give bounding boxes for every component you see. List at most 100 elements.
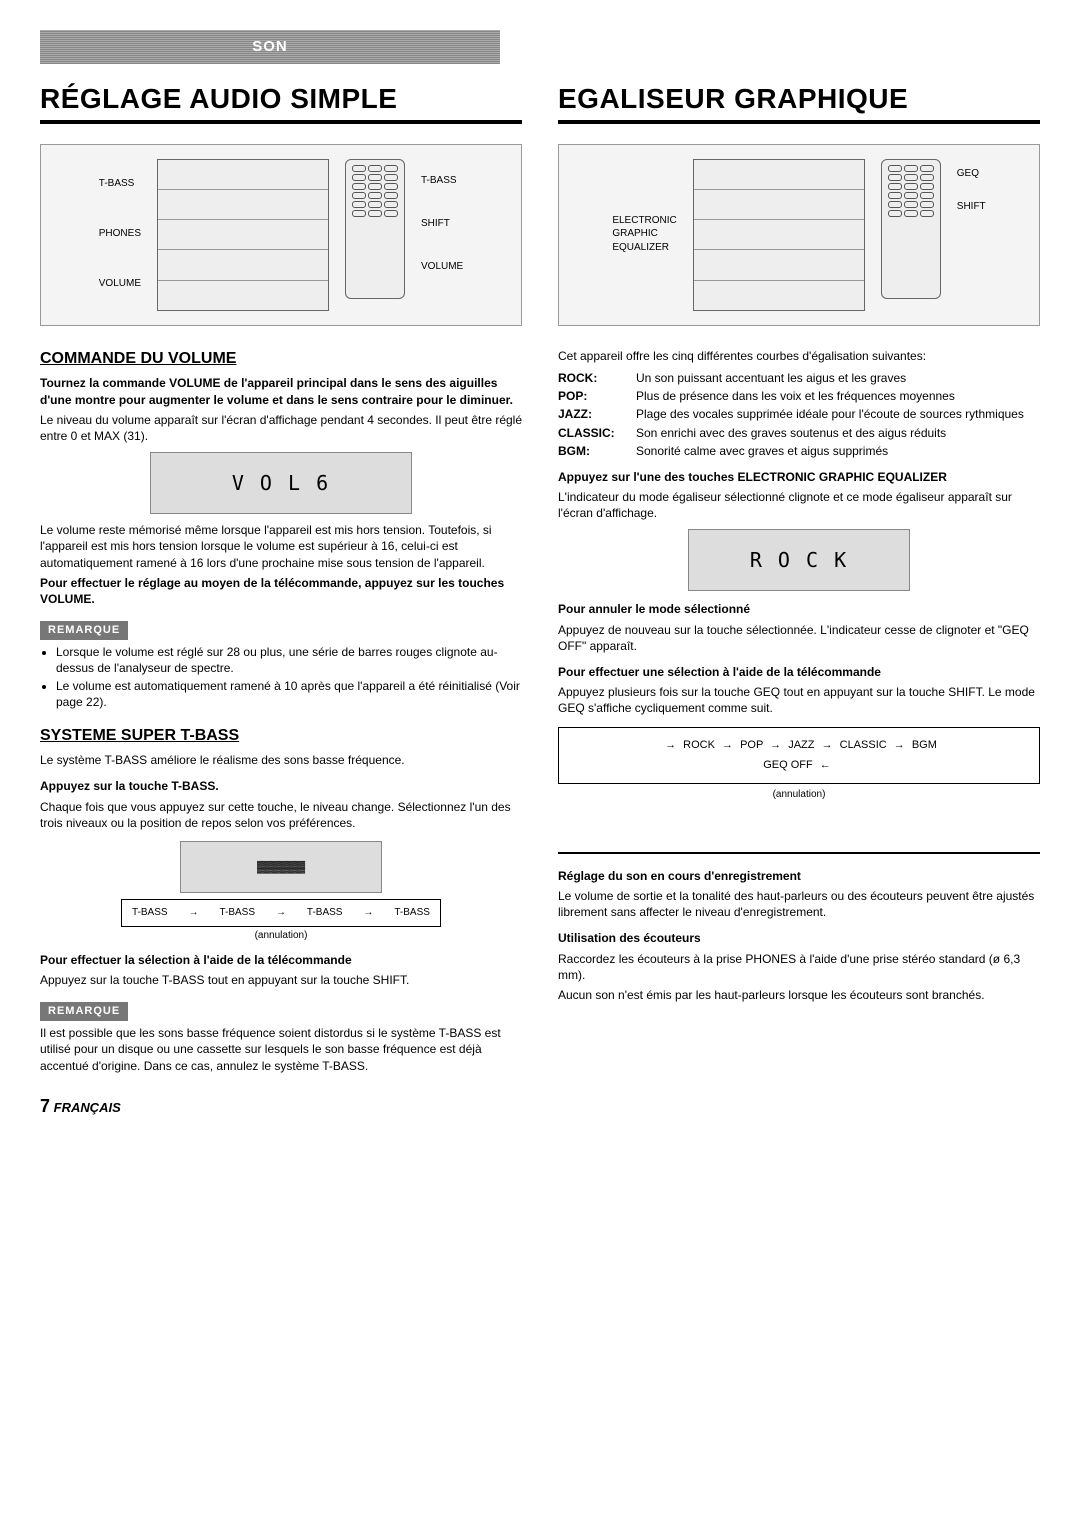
stereo-illustration [157, 159, 329, 311]
page-footer: 7 FRANÇAIS [40, 1094, 522, 1118]
vol-p2: Le niveau du volume apparaît sur l'écran… [40, 412, 522, 444]
eq-label-bgm: BGM: [558, 443, 636, 459]
cycle-item: T-BASS [394, 906, 430, 920]
eq-p3: Appuyez plusieurs fois sur la touche GEQ… [558, 684, 1040, 716]
arrow-icon: → [189, 906, 199, 920]
figure-device-right: ELECTRONICGRAPHICEQUALIZER GEQ SHIFT [558, 144, 1040, 326]
cycle-off-row: GEQ OFF ← [575, 758, 1023, 773]
label-tbass: T-BASS [99, 177, 141, 191]
eq-desc-rock: Un son puissant accentuant les aigus et … [636, 370, 1040, 386]
arrow-icon: → [822, 739, 833, 751]
bottom-p2: Raccordez les écouteurs à la prise PHONE… [558, 951, 1040, 983]
remote-illustration [345, 159, 405, 299]
label-volume-remote: VOLUME [421, 260, 463, 274]
eq-h3c: Pour effectuer une sélection à l'aide de… [558, 664, 1040, 680]
tbass-screen: ▓▓▓▓▓▓ [180, 841, 382, 893]
right-title: EGALISEUR GRAPHIQUE [558, 80, 1040, 118]
vol-p3: Le volume reste mémorisé même lorsque l'… [40, 522, 522, 571]
fig-left-labels: T-BASS PHONES VOLUME [99, 159, 141, 309]
tbass-h3a: Appuyez sur la touche T-BASS. [40, 778, 522, 794]
arrow-icon: → [665, 739, 676, 751]
divider [40, 120, 522, 124]
cycle-item: ROCK [683, 739, 715, 751]
fig-right-labels: T-BASS SHIFT VOLUME [421, 159, 463, 289]
cycle-item: BGM [912, 739, 937, 751]
remarque-badge-2: REMARQUE [40, 1002, 128, 1021]
stereo-illustration [693, 159, 865, 311]
fig-right-labels-eq: GEQ SHIFT [957, 159, 986, 297]
cycle-row: → ROCK → POP → JAZZ → CLASSIC → BGM [575, 738, 1023, 753]
section-divider [558, 852, 1040, 854]
eq-desc-jazz: Plage des vocales supprimée idéale pour … [636, 406, 1040, 422]
eq-desc-classic: Son enrichi avec des graves soutenus et … [636, 425, 1040, 441]
bottom-p3: Aucun son n'est émis par les haut-parleu… [558, 987, 1040, 1003]
right-column: EGALISEUR GRAPHIQUE ELECTRONICGRAPHICEQU… [558, 74, 1040, 1118]
tbass-p2: Chaque fois que vous appuyez sur cette t… [40, 799, 522, 831]
left-title: RÉGLAGE AUDIO SIMPLE [40, 80, 522, 118]
eq-label-rock: ROCK: [558, 370, 636, 386]
cycle-item: CLASSIC [840, 739, 887, 751]
bottom-h3a: Réglage du son en cours d'enregistrement [558, 868, 1040, 884]
label-shift-remote: SHIFT [421, 217, 463, 231]
lcd-rock: R O C K [688, 529, 910, 591]
remarque-list-1: Lorsque le volume est réglé sur 28 ou pl… [40, 644, 522, 711]
arrow-icon: → [894, 739, 905, 751]
eq-desc-pop: Plus de présence dans les voix et les fr… [636, 388, 1040, 404]
label-geq: GEQ [957, 167, 986, 181]
tbass-cycle-box: T-BASS → T-BASS → T-BASS → T-BASS [121, 899, 441, 927]
eq-p1: L'indicateur du mode égaliseur sélection… [558, 489, 1040, 521]
page-lang: FRANÇAIS [54, 1100, 121, 1115]
eq-h3b: Pour annuler le mode sélectionné [558, 601, 1040, 617]
cycle-item: T-BASS [132, 906, 168, 920]
page-number: 7 [40, 1096, 50, 1116]
arrow-icon: → [770, 739, 781, 751]
heading-tbass: SYSTEME SUPER T-BASS [40, 725, 522, 747]
heading-commande-volume: COMMANDE DU VOLUME [40, 348, 522, 370]
list-item: Lorsque le volume est réglé sur 28 ou pl… [56, 644, 522, 676]
divider [558, 120, 1040, 124]
label-electronic-graphic-equalizer: ELECTRONICGRAPHICEQUALIZER [612, 214, 676, 255]
remote-illustration [881, 159, 941, 299]
remarque-badge-1: REMARQUE [40, 621, 128, 640]
cycle-item: JAZZ [788, 739, 814, 751]
label-tbass-remote: T-BASS [421, 174, 463, 188]
annulation-label: (annulation) [121, 929, 441, 943]
eq-label-classic: CLASSIC: [558, 425, 636, 441]
list-item: Le volume est automatiquement ramené à 1… [56, 678, 522, 710]
lcd-volume: V O L 6 [150, 452, 412, 514]
eq-intro: Cet appareil offre les cinq différentes … [558, 348, 1040, 364]
eq-mode-list: ROCK:Un son puissant accentuant les aigu… [558, 370, 1040, 459]
figure-device-left: T-BASS PHONES VOLUME T-BASS S [40, 144, 522, 326]
vol-p4: Pour effectuer le réglage au moyen de la… [40, 575, 522, 607]
eq-h3a: Appuyez sur l'une des touches ELECTRONIC… [558, 469, 1040, 485]
fig-left-labels-eq: ELECTRONICGRAPHICEQUALIZER [612, 159, 676, 309]
eq-p2: Appuyez de nouveau sur la touche sélecti… [558, 622, 1040, 654]
tbass-h3b: Pour effectuer la sélection à l'aide de … [40, 952, 522, 968]
bottom-p1: Le volume de sortie et la tonalité des h… [558, 888, 1040, 920]
banner-text: SON [252, 37, 288, 57]
arrow-icon: → [722, 739, 733, 751]
bottom-h3b: Utilisation des écouteurs [558, 930, 1040, 946]
arrow-icon: ← [820, 759, 831, 771]
geq-off-label: GEQ OFF [763, 759, 813, 771]
label-volume: VOLUME [99, 277, 141, 291]
cycle-item: T-BASS [307, 906, 343, 920]
arrow-icon: → [363, 906, 373, 920]
figure-tbass-cycle: ▓▓▓▓▓▓ T-BASS → T-BASS → T-BASS → T-BASS… [121, 841, 441, 942]
cycle-item: POP [740, 739, 763, 751]
tbass-p4: Il est possible que les sons basse fréqu… [40, 1025, 522, 1074]
arrow-icon: → [276, 906, 286, 920]
cycle-item: T-BASS [219, 906, 255, 920]
tbass-p3: Appuyez sur la touche T-BASS tout en app… [40, 972, 522, 988]
label-shift: SHIFT [957, 200, 986, 214]
two-column-layout: RÉGLAGE AUDIO SIMPLE T-BASS PHONES VOLUM… [40, 74, 1040, 1118]
section-banner: SON [40, 30, 500, 64]
geq-cycle-box: → ROCK → POP → JAZZ → CLASSIC → BGM GEQ … [558, 727, 1040, 785]
eq-label-pop: POP: [558, 388, 636, 404]
annulation-label: (annulation) [558, 788, 1040, 802]
label-phones: PHONES [99, 227, 141, 241]
vol-p1: Tournez la commande VOLUME de l'appareil… [40, 375, 522, 407]
tbass-p1: Le système T-BASS améliore le réalisme d… [40, 752, 522, 768]
left-column: RÉGLAGE AUDIO SIMPLE T-BASS PHONES VOLUM… [40, 74, 522, 1118]
eq-desc-bgm: Sonorité calme avec graves et aigus supp… [636, 443, 1040, 459]
